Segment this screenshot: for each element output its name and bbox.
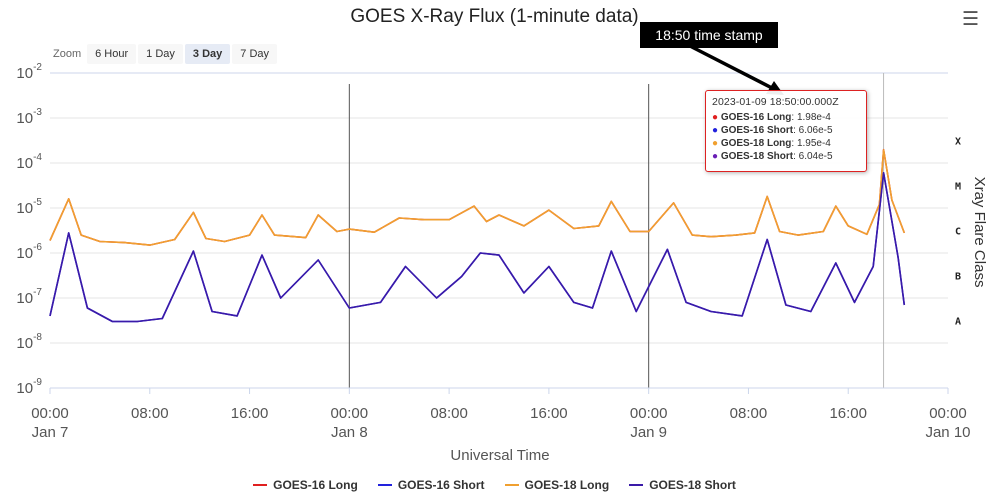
tooltip-timestamp: 2023-01-09 18:50:00.000Z xyxy=(712,96,839,108)
legend-label: GOES-18 Long xyxy=(524,478,610,492)
hamburger-menu-icon[interactable]: ☰ xyxy=(962,9,980,30)
x-tick-label: 00:00 xyxy=(630,405,668,422)
x-tick-label: 16:00 xyxy=(530,405,568,422)
legend-label: GOES-16 Long xyxy=(273,478,358,492)
x-tick-label: 16:00 xyxy=(231,405,269,422)
chart-title: GOES X-Ray Flux (1-minute data) xyxy=(350,6,639,27)
series-lines xyxy=(49,148,906,323)
right-axis-title: Xray Flare Class xyxy=(971,177,988,288)
y-tick-label: 10-4 xyxy=(16,152,42,172)
legend-item-2[interactable]: GOES-18 Long xyxy=(504,478,610,492)
y-tick-label: 10-5 xyxy=(16,197,42,217)
tooltip-row: ● GOES-18 Long: 1.95e-4 xyxy=(712,138,831,149)
flare-class-label: B xyxy=(955,272,961,283)
tooltip-row: ● GOES-16 Long: 1.98e-4 xyxy=(712,112,831,123)
tooltip-row: ● GOES-16 Short: 6.06e-5 xyxy=(712,125,833,136)
x-tick-label: 08:00 xyxy=(430,405,468,422)
zoom-bar: Zoom 6 Hour 1 Day 3 Day 7 Day xyxy=(53,43,279,65)
tooltip-value: 6.06e-5 xyxy=(798,125,833,136)
zoom-7-day-button[interactable]: 7 Day xyxy=(232,44,278,64)
x-date-label: Jan 9 xyxy=(630,424,667,441)
tooltip-dot-icon: ● xyxy=(712,151,721,162)
x-axis-title: Universal Time xyxy=(450,447,549,464)
y-tick-label: 10-7 xyxy=(16,287,42,307)
tooltip-value: 6.04e-5 xyxy=(798,151,833,162)
legend-label: GOES-16 Short xyxy=(397,478,485,492)
series-line-1 xyxy=(49,172,906,323)
legend-item-0[interactable]: GOES-16 Long xyxy=(253,478,358,492)
series-line-2 xyxy=(49,149,906,246)
annotation-arrow xyxy=(689,44,784,95)
tooltip-value: 1.98e-4 xyxy=(796,112,831,123)
x-tick-label: 00:00 xyxy=(331,405,369,422)
legend-swatch xyxy=(253,484,268,486)
legend-label: GOES-18 Short xyxy=(649,478,736,492)
tooltip-series-name: GOES-18 Long xyxy=(720,138,792,149)
y-tick-label: 10-9 xyxy=(16,377,42,397)
legend-item-3[interactable]: GOES-18 Short xyxy=(629,478,736,492)
tooltip: 2023-01-09 18:50:00.000Z ● GOES-16 Long:… xyxy=(705,90,867,172)
y-tick-label: 10-2 xyxy=(16,62,42,82)
x-tick-label: 08:00 xyxy=(730,405,768,422)
annotation-label: 18:50 time stamp xyxy=(640,22,778,48)
x-tick-label: 00:00 xyxy=(31,405,69,422)
tooltip-dot-icon: ● xyxy=(712,112,721,123)
y-tick-label: 10-3 xyxy=(16,107,42,127)
tooltip-series-name: GOES-18 Short xyxy=(720,151,794,162)
x-date-label: Jan 10 xyxy=(925,424,970,441)
legend-swatch xyxy=(504,484,519,486)
x-tick-label: 16:00 xyxy=(829,405,867,422)
x-date-label: Jan 7 xyxy=(32,424,69,441)
flare-class-label: A xyxy=(955,317,961,328)
legend-swatch xyxy=(629,484,644,486)
zoom-3-day-button[interactable]: 3 Day xyxy=(184,44,231,64)
legend-swatch xyxy=(377,484,392,486)
tooltip-dot-icon: ● xyxy=(712,138,721,149)
flare-class-label: C xyxy=(955,227,961,238)
tooltip-dot-icon: ● xyxy=(712,125,721,136)
zoom-1-day-button[interactable]: 1 Day xyxy=(138,44,183,64)
legend: GOES-16 Long GOES-16 Short GOES-18 Long GOE… xyxy=(0,478,989,492)
y-tick-label: 10-8 xyxy=(16,332,42,352)
grid-lines xyxy=(50,72,948,389)
tooltip-series-name: GOES-16 Long xyxy=(720,112,792,123)
x-tick-label: 08:00 xyxy=(131,405,169,422)
tooltip-series-name: GOES-16 Short xyxy=(720,125,794,136)
zoom-label: Zoom xyxy=(53,48,82,60)
legend-item-1[interactable]: GOES-16 Short xyxy=(377,478,485,492)
x-tick-label: 00:00 xyxy=(929,405,967,422)
tooltip-row: ● GOES-18 Short: 6.04e-5 xyxy=(712,151,833,162)
x-date-label: Jan 8 xyxy=(331,424,368,441)
series-line-3 xyxy=(49,172,906,323)
flare-class-label: M xyxy=(955,182,961,193)
y-tick-label: 10-6 xyxy=(16,242,42,262)
flare-class-label: X xyxy=(955,137,961,148)
tooltip-value: 1.95e-4 xyxy=(796,138,831,149)
zoom-6-hour-button[interactable]: 6 Hour xyxy=(87,44,137,64)
